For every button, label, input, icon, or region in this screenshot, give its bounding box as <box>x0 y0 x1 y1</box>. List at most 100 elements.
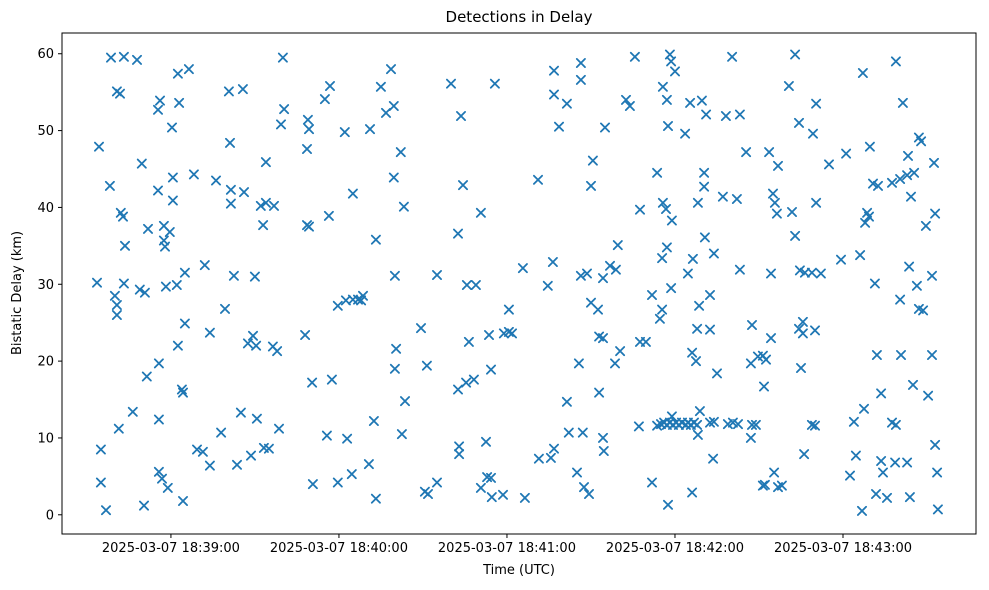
data-point-marker <box>235 407 246 418</box>
x-tick-label: 2025-03-07 18:41:00 <box>438 541 576 556</box>
data-point-marker <box>733 419 743 430</box>
data-point-marker <box>458 180 468 191</box>
data-point-marker <box>691 356 701 367</box>
data-point-marker <box>699 167 710 178</box>
data-point-marker <box>573 358 584 369</box>
scatter-points <box>92 49 943 516</box>
data-point-marker <box>586 180 596 191</box>
data-point-marker <box>396 429 407 440</box>
data-point-marker <box>416 323 426 334</box>
data-point-marker <box>395 147 406 158</box>
data-point-marker <box>172 340 183 351</box>
data-point-marker <box>705 290 715 300</box>
data-point-marker <box>685 97 696 108</box>
data-point-marker <box>694 406 705 417</box>
data-point-marker <box>799 267 810 278</box>
y-tick-label: 50 <box>37 124 54 139</box>
data-point-marker <box>533 453 544 464</box>
data-point-marker <box>927 350 937 360</box>
data-point-marker <box>178 387 188 398</box>
data-point-marker <box>790 230 801 241</box>
data-point-marker <box>895 294 906 305</box>
data-point-marker <box>199 260 210 271</box>
data-point-marker <box>594 387 605 398</box>
data-point-marker <box>916 136 927 147</box>
data-point-marker <box>572 467 582 478</box>
data-point-marker <box>118 51 129 62</box>
data-point-marker <box>368 416 379 426</box>
data-point-marker <box>708 248 719 259</box>
data-point-marker <box>932 504 943 515</box>
data-point-marker <box>598 446 609 456</box>
data-point-marker <box>873 180 883 191</box>
data-point-marker <box>747 419 757 430</box>
data-point-marker <box>629 51 640 62</box>
data-point-marker <box>225 137 235 148</box>
data-point-marker <box>692 197 703 208</box>
data-point-marker <box>307 479 318 490</box>
data-point-marker <box>610 358 620 369</box>
data-point-marker <box>370 234 381 245</box>
data-point-marker <box>456 111 466 121</box>
data-point-marker <box>554 121 564 132</box>
data-point-marker <box>694 300 705 311</box>
data-point-marker <box>276 119 286 130</box>
data-point-marker <box>363 459 374 470</box>
data-point-marker <box>326 374 337 385</box>
data-point-marker <box>890 457 901 468</box>
data-point-marker <box>734 109 745 120</box>
data-point-marker <box>857 68 868 78</box>
data-point-marker <box>692 419 703 430</box>
data-point-marker <box>705 324 715 335</box>
data-point-marker <box>904 492 915 503</box>
data-point-marker <box>183 64 194 75</box>
data-point-marker <box>157 473 167 484</box>
data-point-marker <box>745 432 756 443</box>
data-point-marker <box>666 215 677 226</box>
data-point-marker <box>661 204 671 214</box>
data-point-marker <box>887 177 897 188</box>
y-tick-label: 20 <box>37 355 54 370</box>
data-point-marker <box>398 201 409 212</box>
data-point-marker <box>484 330 494 340</box>
data-point-marker <box>661 242 672 253</box>
data-point-marker <box>461 280 472 290</box>
data-point-marker <box>876 456 887 466</box>
data-point-marker <box>666 283 677 294</box>
data-point-marker <box>930 208 941 219</box>
data-point-marker <box>498 489 508 500</box>
data-point-marker <box>759 479 770 490</box>
data-point-marker <box>101 505 111 516</box>
data-point-marker <box>859 403 869 414</box>
data-point-marker <box>307 377 318 388</box>
data-point-marker <box>167 172 178 183</box>
data-point-marker <box>174 97 185 108</box>
data-point-marker <box>696 95 707 106</box>
data-point-marker <box>381 107 391 118</box>
data-point-marker <box>598 273 608 284</box>
data-point-marker <box>692 323 703 334</box>
x-tick-label: 2025-03-07 18:39:00 <box>102 541 240 556</box>
data-point-marker <box>797 316 808 327</box>
data-point-marker <box>771 208 782 219</box>
data-point-marker <box>810 325 820 336</box>
data-point-marker <box>824 159 834 170</box>
data-point-marker <box>204 460 215 471</box>
data-point-marker <box>104 180 115 191</box>
data-point-marker <box>836 254 846 265</box>
data-point-marker <box>895 174 906 184</box>
data-point-marker <box>332 300 343 311</box>
data-point-marker <box>731 194 742 204</box>
data-point-marker <box>115 88 125 99</box>
data-point-marker <box>708 453 719 464</box>
data-point-marker <box>647 477 657 488</box>
data-point-marker <box>734 264 745 275</box>
data-point-marker <box>687 487 698 498</box>
data-point-marker <box>612 240 623 251</box>
data-point-marker <box>139 500 149 511</box>
data-point-marker <box>549 89 559 100</box>
chart-title: Detections in Delay <box>445 8 593 26</box>
data-point-marker <box>113 423 124 434</box>
data-point-marker <box>188 169 199 180</box>
